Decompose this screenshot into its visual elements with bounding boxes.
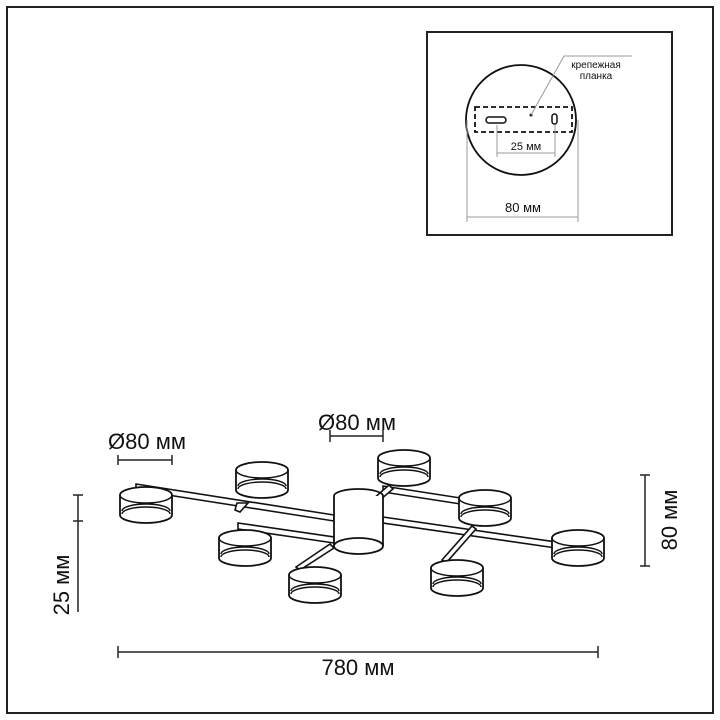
lamp-shade xyxy=(218,529,272,567)
canopy-height-label: 25 мм xyxy=(49,555,74,616)
inset-frame xyxy=(426,31,673,236)
shade-diameter-top-label: Ø80 мм xyxy=(318,410,396,435)
lamp-shade xyxy=(288,566,342,604)
lamp-shade xyxy=(551,529,605,567)
lamp-shade xyxy=(119,486,173,524)
outer-frame xyxy=(6,6,714,714)
round-hole xyxy=(551,113,558,125)
arm xyxy=(234,502,250,513)
mounting-bar-label-2: планка xyxy=(580,71,613,82)
lamp-shade xyxy=(235,461,289,499)
height-label: 80 мм xyxy=(657,490,682,551)
lamp-shade xyxy=(430,559,484,597)
base-circle xyxy=(465,64,577,176)
lamp-shade xyxy=(377,449,431,487)
mounting-inset: крепежная планка 25 мм 80 мм xyxy=(426,31,673,236)
shade-diameter-left-label: Ø80 мм xyxy=(108,429,186,454)
length-label: 780 мм xyxy=(321,655,394,680)
base-diameter-label: 80 мм xyxy=(505,200,541,215)
mounting-bar xyxy=(474,106,573,133)
dimension-lines xyxy=(73,430,650,658)
lamp-shade xyxy=(458,489,512,527)
mounting-bar-label-1: крепежная xyxy=(571,60,621,71)
canopy xyxy=(333,488,384,555)
lamp-shades xyxy=(119,449,605,604)
slot-hole xyxy=(485,116,507,124)
leader-line xyxy=(530,55,632,116)
hole-spacing-label: 25 мм xyxy=(511,141,541,153)
